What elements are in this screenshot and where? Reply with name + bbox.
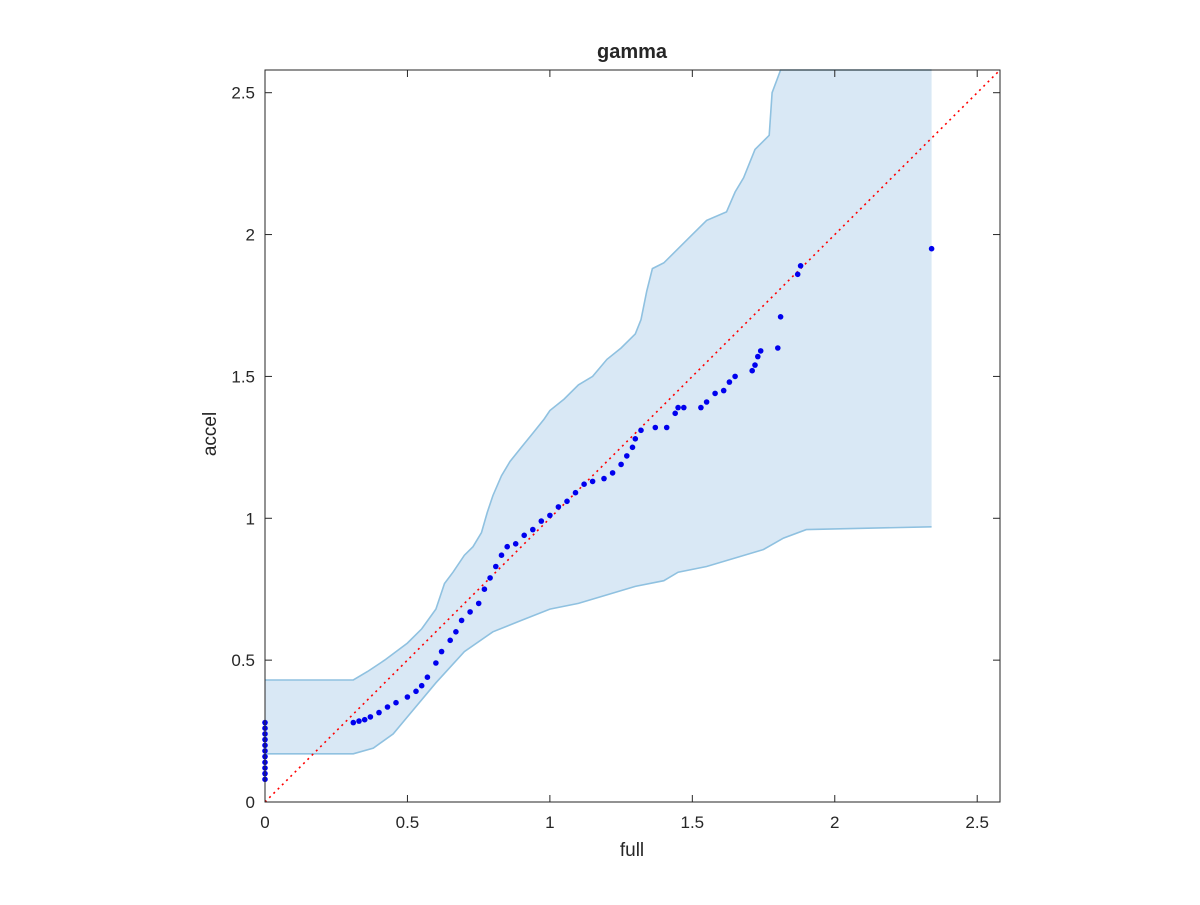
data-point	[487, 575, 493, 581]
data-point	[467, 609, 473, 615]
data-point	[447, 637, 454, 644]
data-point	[652, 424, 659, 431]
x-tick-label: 2.5	[965, 813, 989, 832]
data-point	[404, 694, 411, 700]
data-point	[752, 362, 758, 368]
data-point	[481, 586, 488, 592]
data-point	[624, 453, 630, 459]
reference-line-layer	[264, 69, 1001, 803]
y-tick-label: 0	[246, 793, 255, 812]
data-point	[475, 600, 482, 607]
data-point	[572, 489, 579, 496]
y-tick-label: 0.5	[231, 651, 255, 670]
data-point	[928, 245, 935, 252]
x-tick-label: 0.5	[396, 813, 420, 832]
data-point	[777, 314, 784, 320]
data-point	[794, 271, 801, 278]
reference-diagonal-line	[264, 69, 1001, 803]
y-tick-label: 1	[246, 509, 255, 528]
data-point	[393, 699, 399, 706]
data-point	[775, 345, 781, 351]
x-tick-label: 2	[830, 813, 839, 832]
data-point	[675, 404, 681, 411]
data-point	[609, 470, 616, 476]
data-point	[350, 719, 357, 726]
data-point	[413, 688, 419, 695]
data-point	[367, 714, 374, 720]
data-point	[618, 461, 624, 468]
data-point	[356, 718, 362, 724]
data-point	[376, 709, 382, 716]
data-point	[755, 353, 761, 360]
plot-frame	[264, 69, 1001, 803]
confidence-band-lower-edge	[265, 526, 932, 755]
data-point	[555, 504, 562, 510]
data-point	[433, 660, 439, 666]
x-tick-label: 0	[260, 813, 269, 832]
data-point	[757, 348, 764, 354]
x-tick-label: 1	[545, 813, 554, 832]
data-point	[712, 390, 718, 397]
data-point	[797, 263, 804, 269]
data-point	[726, 379, 733, 385]
data-point	[538, 518, 545, 524]
y-tick-label: 2.5	[231, 84, 255, 103]
axes-layer: 0 0.5 1 1.5 2 2.5 0 0.5 1 1.5 2 2.5	[231, 69, 1001, 832]
data-point	[629, 444, 636, 451]
data-point	[504, 543, 511, 550]
data-point	[581, 481, 587, 488]
data-point	[589, 478, 596, 485]
y-tick-label: 1.5	[231, 367, 255, 386]
confidence-band	[265, 70, 932, 754]
x-axis-label: full	[620, 840, 644, 861]
data-point	[681, 404, 687, 411]
data-point	[493, 563, 499, 570]
data-point	[458, 617, 465, 624]
data-point	[672, 410, 678, 417]
chart-title: gamma	[597, 41, 668, 63]
data-point	[732, 373, 738, 380]
data-point	[361, 716, 368, 723]
data-point	[547, 512, 553, 519]
data-point	[424, 674, 431, 680]
data-point	[564, 498, 570, 505]
data-point	[453, 629, 459, 635]
data-point	[438, 648, 445, 655]
data-point	[638, 427, 644, 434]
confidence-band-upper-edge	[265, 69, 932, 681]
data-point	[698, 404, 704, 411]
data-point	[663, 424, 670, 431]
data-point	[720, 387, 727, 394]
x-tick-label: 1.5	[681, 813, 705, 832]
data-point	[512, 541, 519, 547]
data-point	[703, 399, 710, 405]
y-axis-label: accel	[200, 412, 221, 456]
data-point	[749, 367, 755, 374]
data-point	[521, 532, 527, 539]
data-point	[384, 704, 391, 710]
data-point	[530, 526, 536, 533]
data-point	[632, 436, 639, 442]
y-tick-label: 2	[246, 226, 255, 245]
envelope-layer	[265, 69, 932, 755]
data-point	[601, 475, 607, 482]
data-point	[498, 552, 505, 558]
data-point	[418, 682, 425, 689]
